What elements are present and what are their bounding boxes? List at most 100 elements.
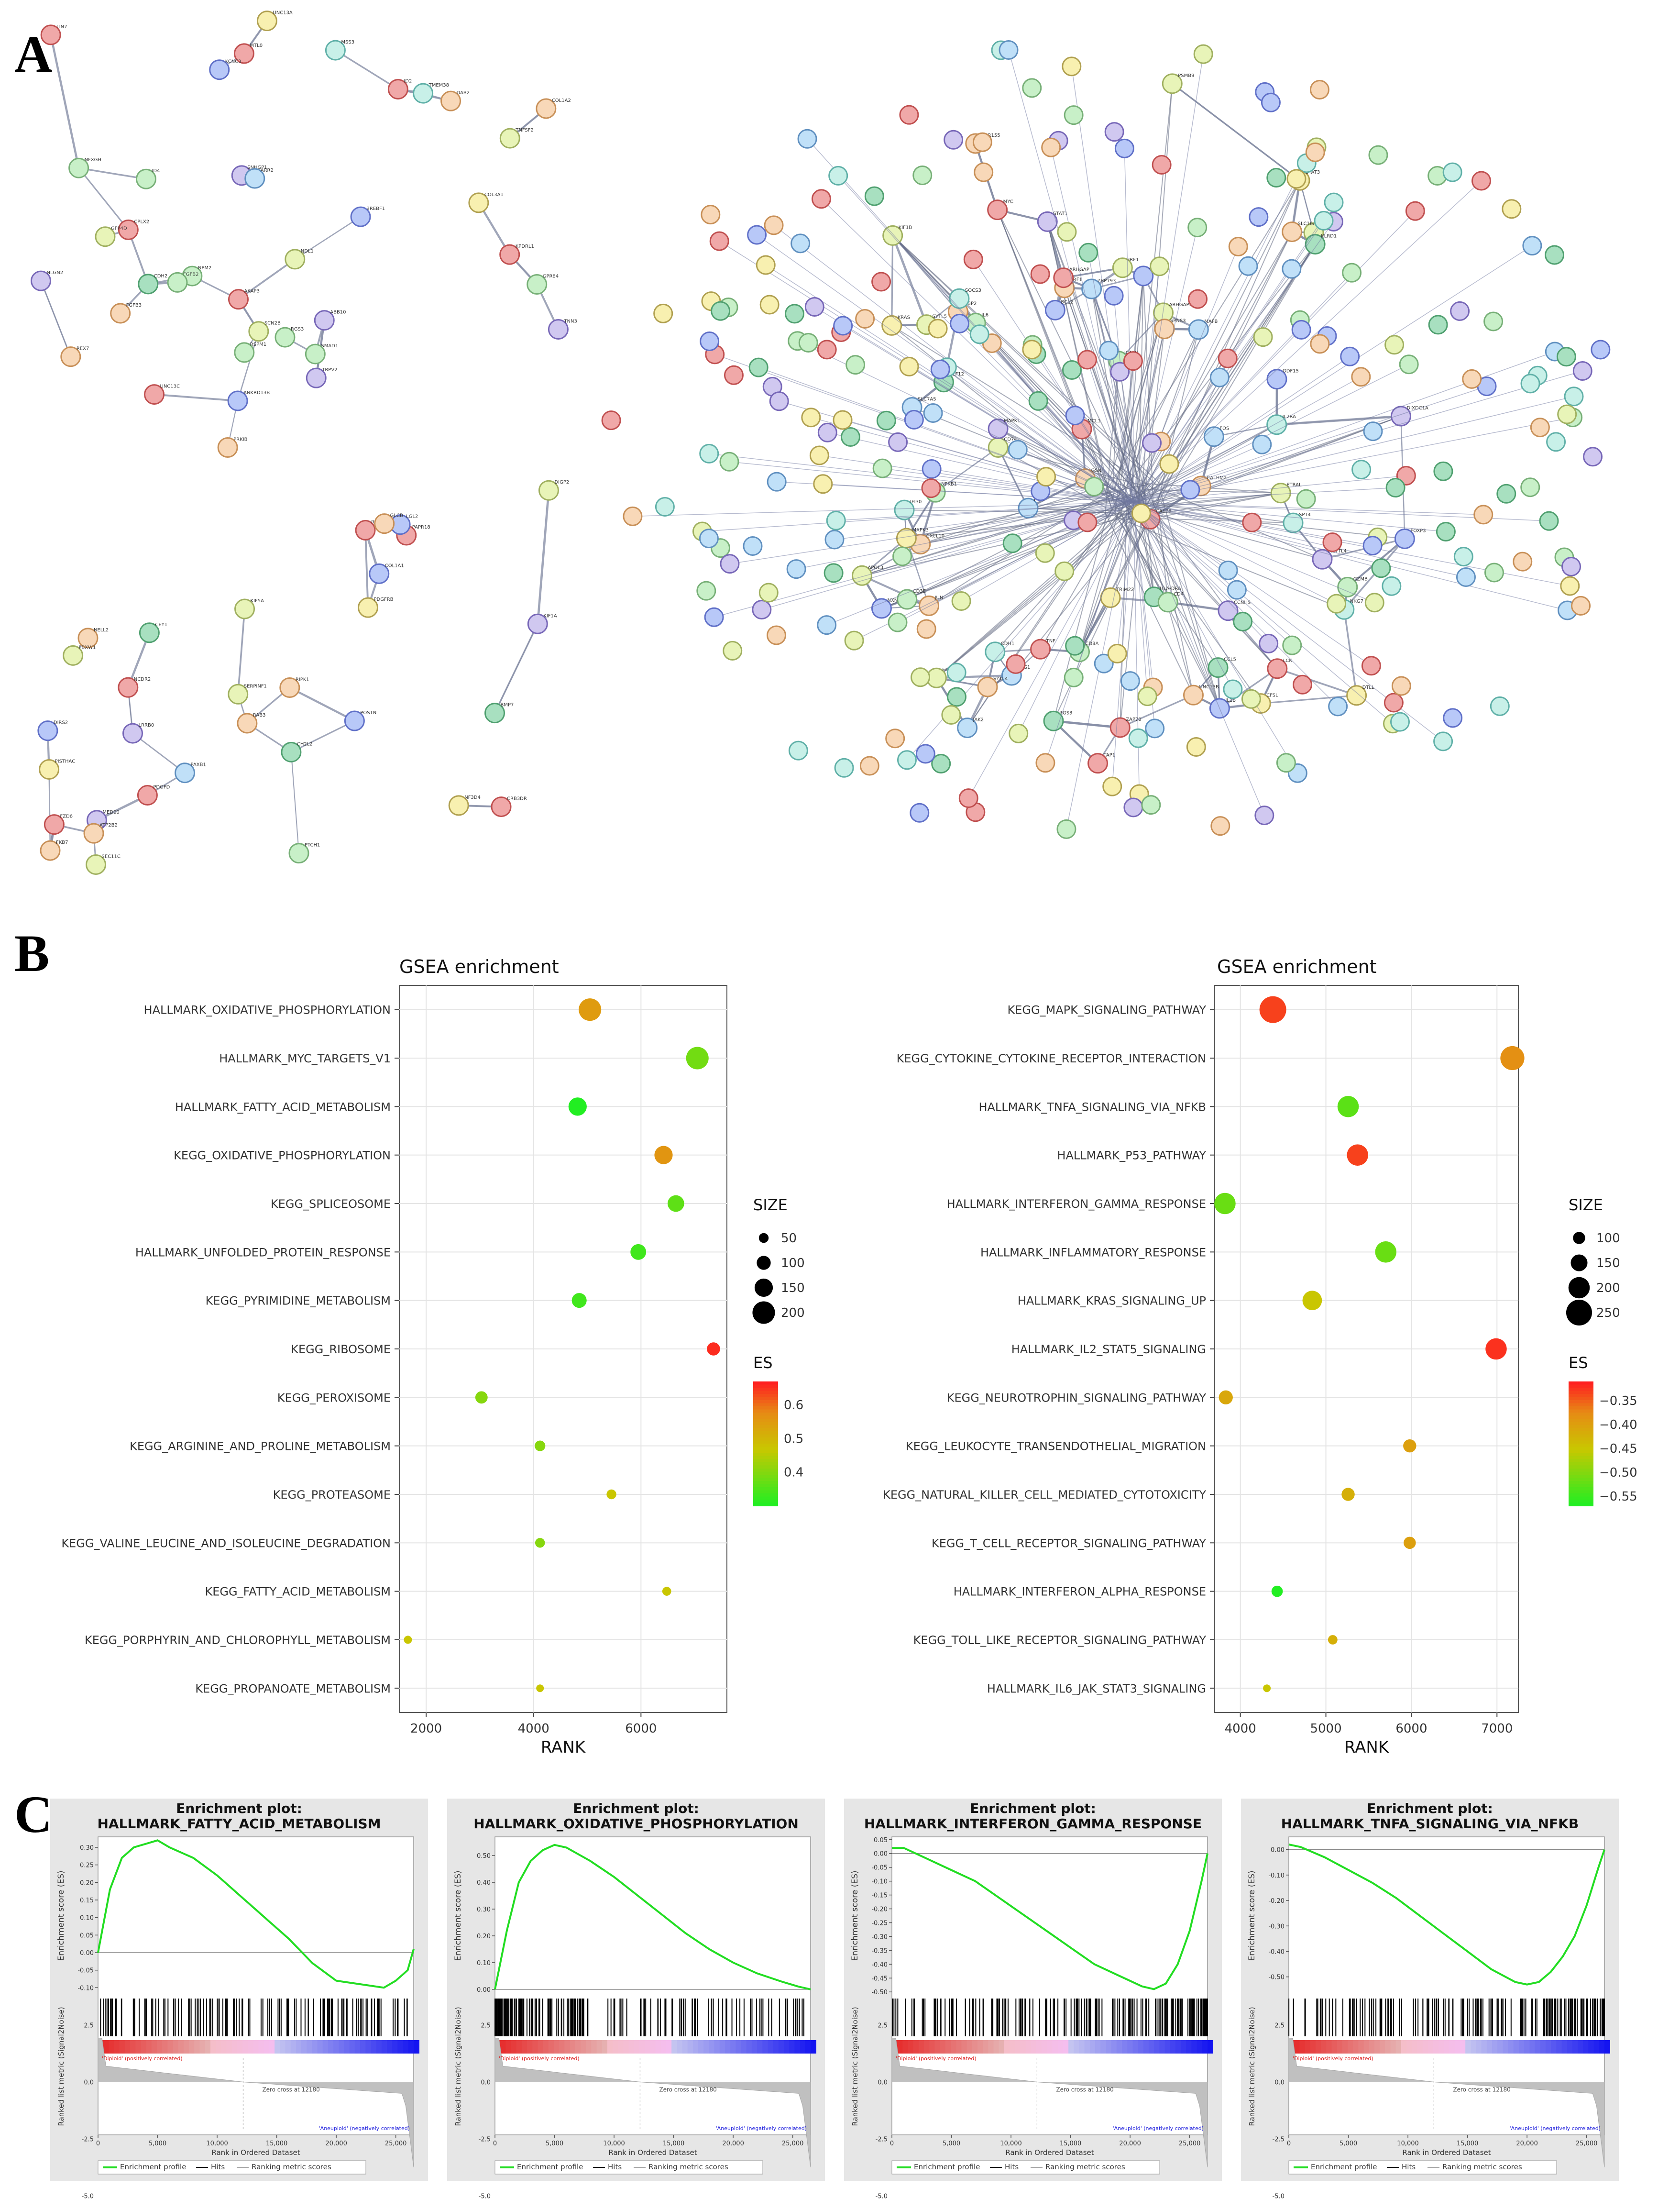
left-network-node: [350, 206, 371, 227]
es-tick-label: -0.40: [871, 1961, 888, 1968]
rank-bar-segment: [344, 2040, 350, 2054]
data-point: [1263, 1684, 1271, 1692]
es-colorbar-segment: [753, 1440, 778, 1444]
right-network-node: [700, 331, 720, 351]
right-network-node: [931, 754, 951, 774]
x-tick-label: 25,000: [1179, 2140, 1201, 2147]
panel-label-b: B: [14, 924, 50, 983]
rank-bar-segment: [285, 2040, 291, 2054]
left-network-node-label: BMP7: [501, 703, 514, 708]
es-colorbar-segment: [1569, 1388, 1593, 1392]
right-network-node: [1057, 222, 1077, 242]
right-network-edge: [1071, 66, 1134, 503]
left-network-node: [256, 11, 277, 32]
rank-bar-segment: [1305, 2040, 1311, 2054]
right-network-node: [804, 297, 824, 317]
right-network-edge: [702, 502, 1134, 532]
rank-bar-segment: [1138, 2040, 1144, 2054]
rank-bar-segment: [1089, 2040, 1096, 2054]
rank-bar-segment: [1148, 2040, 1154, 2054]
category-label: HALLMARK_TNFA_SIGNALING_VIA_NFKB: [978, 1100, 1206, 1114]
rank-bar-segment: [1427, 2040, 1434, 2054]
rank-bar-segment: [1551, 2040, 1557, 2054]
left-network-node: [135, 168, 156, 189]
es-tick-label: -0.20: [1268, 1898, 1285, 1905]
left-network-node: [110, 303, 131, 324]
right-network-node-label: CFSL: [1266, 693, 1278, 698]
rank-bar-segment: [1315, 2040, 1321, 2054]
right-network-node: [1453, 547, 1473, 567]
es-colorbar-segment: [1569, 1493, 1593, 1497]
rank-bar-segment: [671, 2040, 678, 2054]
es-colorbar-segment: [753, 1444, 778, 1447]
right-network-node: [809, 445, 829, 465]
rank-bar-segment: [698, 2040, 704, 2054]
left-network-node: [77, 628, 99, 649]
left-network-node-label: GLCB: [390, 513, 403, 519]
right-network-node: [899, 105, 919, 125]
rank-bar-segment: [392, 2040, 398, 2054]
right-network-node: [1314, 210, 1334, 231]
right-network-edge: [1063, 277, 1144, 517]
es-colorbar-segment: [753, 1487, 778, 1491]
metric-tick-label: -5.0: [479, 2193, 491, 2200]
size-legend-label: 200: [1596, 1281, 1620, 1295]
right-network-node: [871, 598, 892, 619]
right-network-edge: [1133, 246, 1239, 503]
rank-bar-segment: [109, 2040, 115, 2054]
right-network-node: [696, 581, 716, 601]
plot-legend-box: [98, 2160, 366, 2175]
right-network-edge: [823, 484, 1134, 503]
right-network-edge: [1111, 502, 1134, 787]
enrichment-plot-title: Enrichment plot:: [176, 1800, 302, 1816]
rank-bar-segment: [349, 2040, 355, 2054]
right-network-node: [921, 478, 941, 498]
es-tick-label: 0.05: [874, 1837, 888, 1844]
x-tick-label: 5,000: [546, 2140, 563, 2147]
es-colorbar-segment: [1569, 1447, 1593, 1450]
rank-bar-segment: [1556, 2040, 1562, 2054]
zero-cross-label: Zero cross at 12180: [1453, 2087, 1510, 2093]
data-point: [571, 1293, 587, 1308]
left-network-edge: [238, 258, 296, 300]
rank-bar-segment: [1481, 2040, 1487, 2054]
left-network-node-label: CRB3DR: [507, 796, 527, 802]
right-network-node: [791, 233, 811, 254]
right-network-node: [1152, 155, 1172, 175]
right-network-node-label: SPNS3: [1170, 319, 1186, 324]
es-colorbar-segment: [753, 1403, 778, 1407]
right-network-node-label: ZAP70: [1126, 717, 1141, 722]
enrichment-plot-title: Enrichment plot:: [1367, 1800, 1493, 1816]
left-network-node-label: GPR84: [543, 274, 559, 279]
data-point: [662, 1587, 671, 1596]
left-network-node-label: NPM2: [198, 265, 212, 271]
right-network-edge: [1133, 502, 1466, 578]
x-tick-label: 10,000: [1397, 2140, 1419, 2147]
rank-bar-segment: [1578, 2040, 1584, 2054]
metric-tick-label: -5.0: [82, 2193, 94, 2200]
x-tick-label: 5,000: [943, 2140, 960, 2147]
es-tick-label: 0.00: [1271, 1847, 1285, 1854]
positive-label: 'Diploid' (positively correlated): [1293, 2055, 1373, 2062]
right-network-node: [1110, 362, 1130, 382]
es-tick-label: -0.40: [1268, 1949, 1285, 1956]
right-network-edge: [1018, 502, 1134, 734]
right-network-node: [766, 625, 786, 645]
right-network-node: [824, 530, 845, 550]
right-network-node: [1104, 122, 1124, 142]
left-network-node: [63, 645, 84, 666]
right-network-edge: [1133, 356, 1351, 503]
right-network-node: [1324, 192, 1344, 212]
right-network-edge: [719, 241, 1134, 503]
left-network-node-label: ARR2: [261, 168, 274, 173]
right-network-edge: [1219, 668, 1278, 709]
right-network-edge: [1133, 502, 1265, 816]
right-network-node: [1137, 686, 1157, 707]
left-network-node-label: TRPV2: [321, 367, 337, 373]
rank-bar-segment: [1348, 2040, 1354, 2054]
left-network-node-label: PTCH1: [305, 843, 320, 848]
rank-bar-segment: [902, 2040, 909, 2054]
rank-bar-segment: [660, 2040, 667, 2054]
right-network-node: [840, 427, 860, 447]
metric-tick-label: -2.5: [1273, 2136, 1285, 2143]
